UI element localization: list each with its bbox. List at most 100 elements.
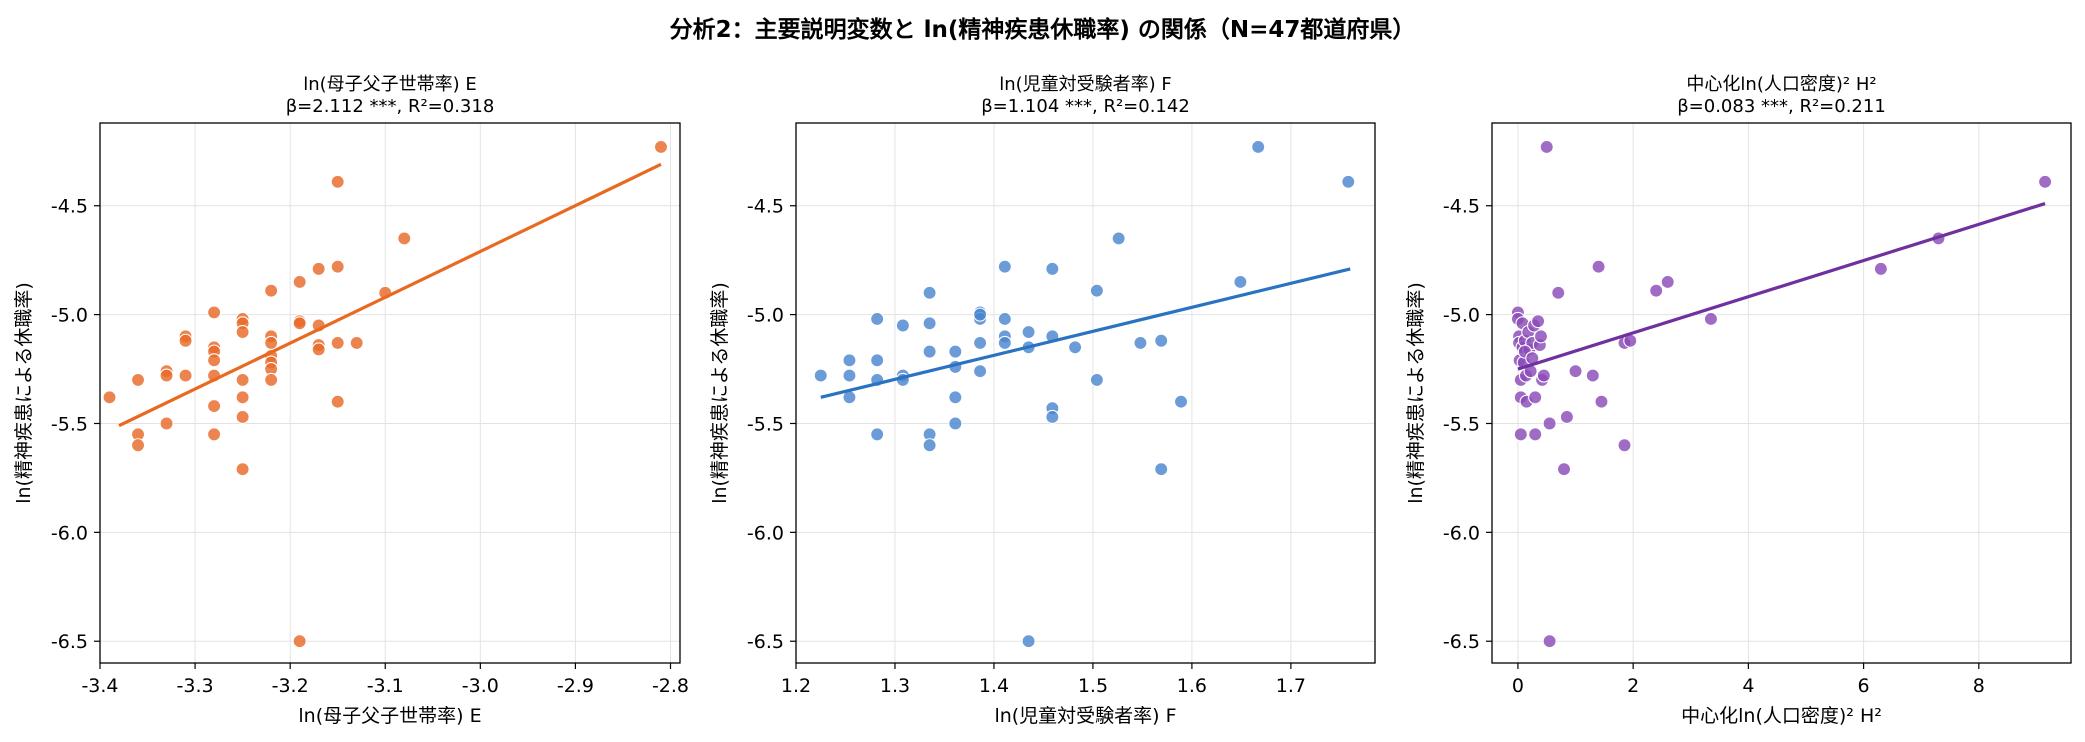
data-point [870,427,885,442]
data-point [311,342,326,357]
data-point [159,416,174,431]
regression-line [118,162,662,428]
data-point [264,283,279,298]
data-point [1617,438,1632,453]
data-point [1341,174,1356,189]
data-point [973,364,988,379]
data-point [178,333,193,348]
regression-line [1517,202,2046,371]
x-tick-label: -2.9 [557,675,594,697]
figure-title: 分析2：主要説明変数と ln(精神疾患休職率) の関係（N=47都道府県） [669,17,1416,43]
y-axis-label: ln(精神疾患による休職率) [1405,282,1427,504]
y-tick-label: -5.5 [747,413,784,435]
x-tick-label: 1.5 [1078,675,1108,697]
data-point [1154,462,1169,477]
data-point [1533,329,1549,344]
data-point [922,438,937,453]
chart-subtitle: β=2.112 ***, R²=0.318 [286,96,495,117]
data-point [948,416,963,431]
data-point [1528,390,1543,405]
data-point [1660,274,1675,290]
data-point [997,335,1012,350]
data-point [973,307,988,322]
x-tick-label: 1.2 [781,675,811,697]
x-tick-label: 2 [1627,675,1639,697]
y-tick-label: -4.5 [1443,196,1480,218]
y-tick-label: -5.0 [1443,305,1480,327]
plot-frame [99,122,681,664]
regression-line [820,267,1351,399]
y-tick-label: -5.5 [1443,413,1480,435]
data-point [1089,283,1104,298]
x-tick-label: 1.4 [979,675,1009,697]
data-point [1531,314,1546,329]
data-point [1045,409,1060,425]
x-tick-label: 0 [1512,675,1524,697]
data-point [311,261,326,276]
data-point [292,634,307,649]
data-point [1111,231,1126,246]
x-tick-label: -3.2 [272,675,309,697]
chart-panel-1: -3.4 -3.3 -3.2 -3.1 -3.0 -2.9 -2.8 -6.5 -6.0 -5.5… [13,74,689,727]
data-point [264,335,279,350]
data-point [130,438,146,453]
data-point [330,394,345,409]
chart-title: ln(児童対受験者率) F [999,74,1172,95]
y-tick-label: -6.0 [1443,522,1480,544]
data-point [349,335,364,350]
x-tick-label: -3.4 [81,675,118,697]
chart-title: ln(母子父子世帯率) E [303,74,477,95]
data-point [1528,427,1543,442]
data-point [1556,462,1572,477]
data-point [235,372,250,387]
y-tick-label: -5.0 [51,305,88,327]
y-axis-label: ln(精神疾患による休職率) [709,282,731,504]
data-point [235,390,250,405]
data-point [1536,368,1551,383]
data-point [207,399,222,414]
data-point [653,139,669,155]
data-point [1539,139,1554,155]
x-tick-label: -3.3 [177,675,214,697]
data-point [1559,409,1574,425]
data-point [870,311,885,327]
y-tick-label: -6.5 [51,631,88,653]
chart-title: 中心化ln(人口密度)² H² [1686,74,1876,95]
y-tick-label: -6.0 [51,522,88,544]
data-point [207,305,222,320]
y-tick-label: -4.5 [51,196,88,218]
x-axis-label: ln(児童対受験者率) F [994,705,1176,727]
x-tick-label: 1.3 [880,675,910,697]
x-tick-label: 8 [1973,675,1985,697]
y-tick-label: -4.5 [747,196,784,218]
data-point [922,344,937,359]
data-point [2038,174,2053,189]
data-point [330,259,345,274]
data-point [1045,261,1060,276]
data-point [922,316,937,331]
data-point [330,335,345,350]
data-point [1551,285,1566,300]
data-point [397,231,412,246]
x-tick-label: 1.6 [1177,675,1207,697]
data-point [1251,139,1266,155]
data-point [130,372,146,387]
y-tick-label: -6.0 [747,522,784,544]
data-point [1233,274,1248,290]
data-point [948,390,963,405]
data-point [1089,372,1104,387]
data-point [102,390,117,405]
data-point [1513,427,1528,442]
plot-frame [1491,122,2072,664]
data-point [1021,634,1036,649]
data-point [1594,394,1609,409]
x-tick-label: -3.1 [367,675,404,697]
y-tick-label: -5.0 [747,305,784,327]
y-tick-label: -6.5 [747,631,784,653]
chart-subtitle: β=0.083 ***, R²=0.211 [1677,96,1886,117]
x-axis-label: ln(母子父子世帯率) E [298,705,481,727]
data-point [973,335,988,350]
data-point [948,344,963,359]
